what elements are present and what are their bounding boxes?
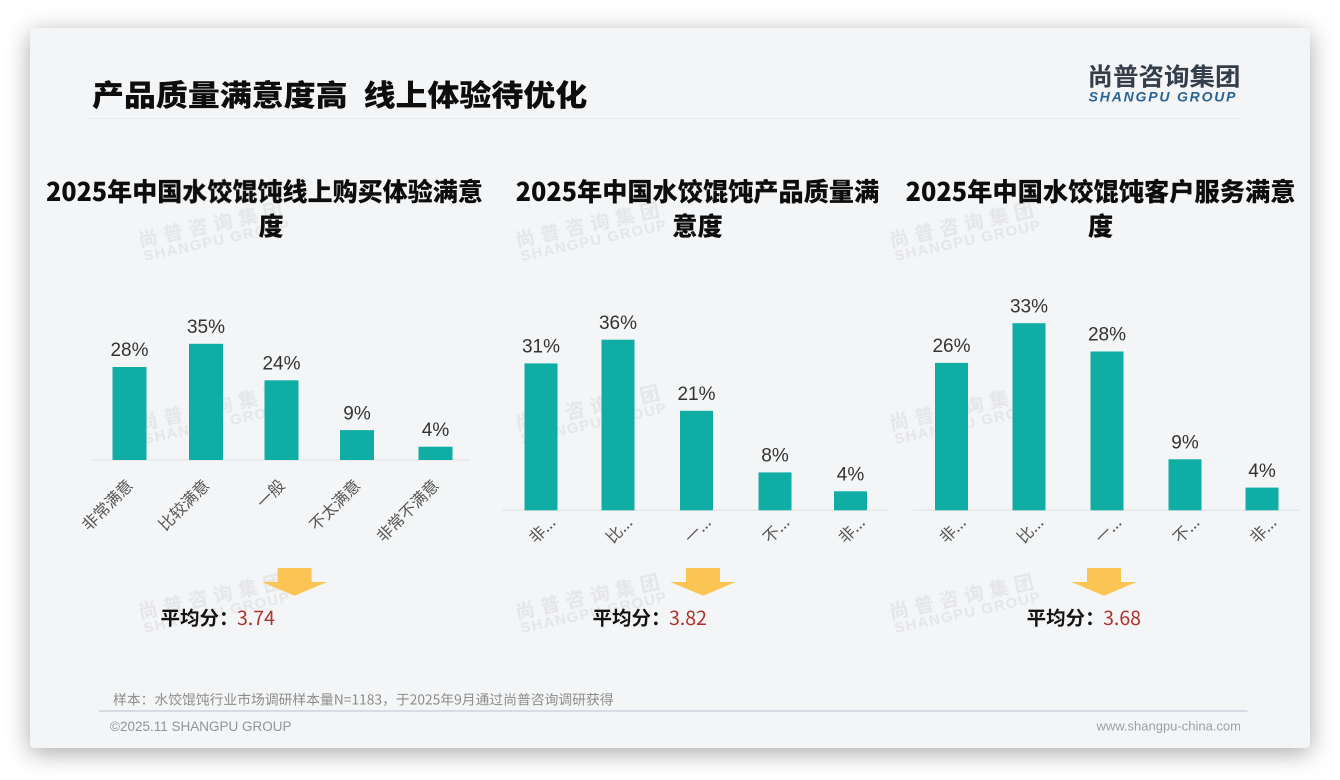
svg-text:SHANGPU GROUP: SHANGPU GROUP <box>1089 89 1238 105</box>
svg-text:www.shangpu-china.com: www.shangpu-china.com <box>1095 719 1241 734</box>
svg-text:31%: 31% <box>522 337 560 358</box>
svg-text:4%: 4% <box>1248 461 1276 482</box>
svg-text:4%: 4% <box>837 465 865 486</box>
svg-text:35%: 35% <box>187 317 225 338</box>
svg-text:9%: 9% <box>343 403 371 424</box>
svg-text:26%: 26% <box>932 336 970 357</box>
svg-text:33%: 33% <box>1010 296 1048 317</box>
svg-text:24%: 24% <box>262 354 300 375</box>
svg-text:36%: 36% <box>599 313 637 334</box>
svg-text:4%: 4% <box>422 420 450 441</box>
svg-text:28%: 28% <box>110 340 148 361</box>
svg-text:28%: 28% <box>1088 325 1126 346</box>
svg-text:9%: 9% <box>1171 433 1199 454</box>
svg-text:21%: 21% <box>677 384 715 405</box>
svg-text:©2025.11 SHANGPU GROUP: ©2025.11 SHANGPU GROUP <box>110 719 292 734</box>
svg-text:8%: 8% <box>761 446 789 467</box>
